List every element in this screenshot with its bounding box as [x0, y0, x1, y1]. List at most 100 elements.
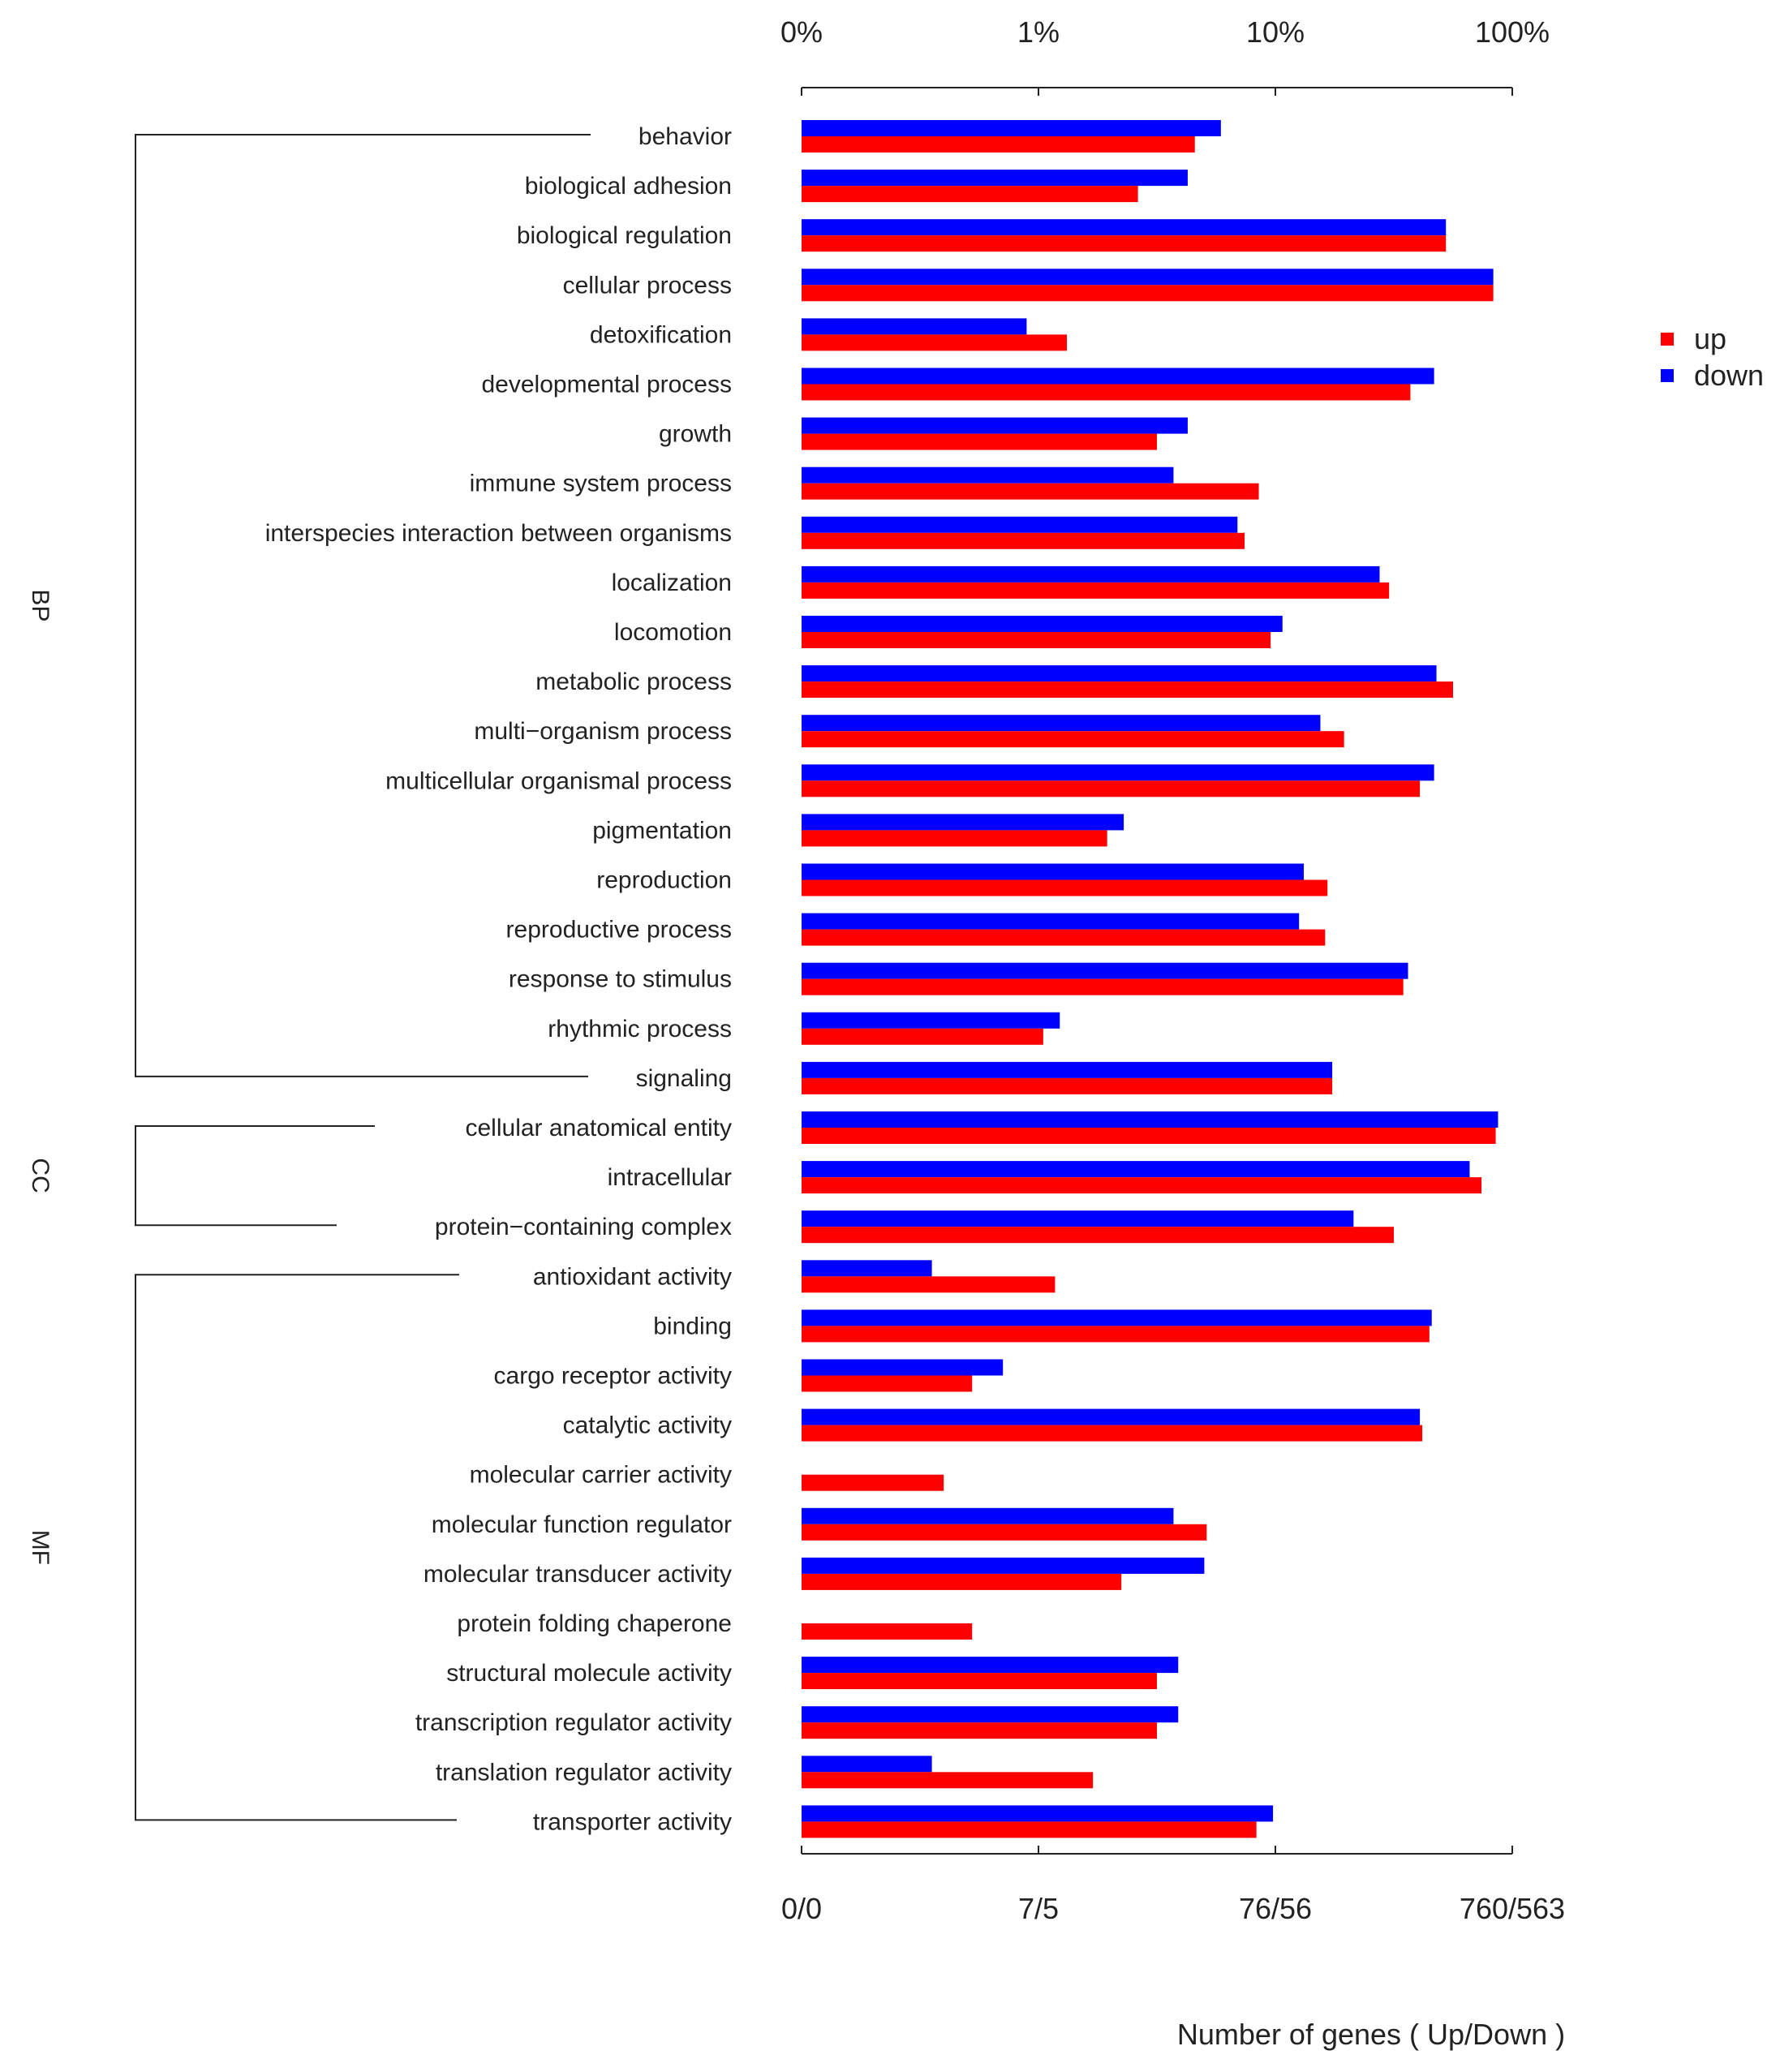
bar-up	[802, 334, 1068, 351]
bar-down	[802, 863, 1305, 880]
bar-down	[802, 1657, 1179, 1674]
bar-down	[802, 1706, 1179, 1723]
bars	[802, 120, 1498, 1838]
bar-up	[802, 186, 1138, 203]
bar-up	[802, 1524, 1207, 1541]
bar-down	[802, 715, 1321, 732]
category-label: multi−organism process	[474, 718, 732, 745]
legend-label-up: up	[1694, 322, 1726, 355]
category-label: intracellular	[608, 1164, 732, 1191]
bar-down	[802, 269, 1494, 286]
bar-up	[802, 1772, 1094, 1789]
category-label: translation regulator activity	[436, 1759, 732, 1786]
category-label: detoxification	[590, 321, 732, 348]
bar-down	[802, 616, 1283, 632]
category-label: reproduction	[596, 867, 732, 894]
bar-up	[802, 731, 1344, 748]
bar-down	[802, 1309, 1432, 1326]
bar-down	[802, 1408, 1421, 1425]
bar-up	[802, 830, 1107, 847]
category-label: growth	[659, 421, 732, 448]
category-label: molecular function regulator	[432, 1511, 732, 1538]
bar-down	[802, 466, 1174, 484]
bar-up	[802, 780, 1421, 797]
bar-down	[802, 516, 1238, 533]
bar-down	[802, 120, 1221, 136]
category-label: transporter activity	[533, 1808, 732, 1835]
category-label: localization	[612, 570, 732, 596]
bar-up	[802, 384, 1411, 401]
category-label: immune system process	[470, 471, 732, 497]
bar-up	[802, 1077, 1333, 1094]
bar-down	[802, 1061, 1333, 1078]
bar-down	[802, 665, 1437, 682]
top-tick-label: 0%	[780, 15, 823, 49]
bar-up	[802, 1425, 1423, 1442]
bar-up	[802, 632, 1271, 648]
bar-up	[802, 1573, 1122, 1590]
bar-up	[802, 1673, 1157, 1690]
group-bracket	[135, 1125, 375, 1227]
category-labels: behavior biological adhesion biological re…	[265, 123, 732, 1835]
bar-down	[802, 318, 1027, 335]
group-bracket	[135, 1274, 459, 1821]
bar-down	[802, 1260, 932, 1277]
bar-down	[802, 1161, 1470, 1178]
bar-down	[802, 417, 1188, 434]
bar-down	[802, 764, 1434, 781]
bar-down	[802, 219, 1447, 236]
bar-up	[802, 1375, 973, 1392]
bar-up	[802, 136, 1195, 153]
top-tick-label: 10%	[1246, 15, 1305, 49]
category-label: cellular process	[563, 272, 732, 299]
bar-up	[802, 929, 1326, 946]
bottom-tick-label: 7/5	[1018, 1892, 1059, 1925]
bar-down	[802, 1756, 932, 1773]
category-label: reproductive process	[506, 917, 732, 944]
bar-up	[802, 235, 1447, 252]
bar-down	[802, 1507, 1174, 1524]
category-label: transcription regulator activity	[415, 1709, 732, 1736]
bar-up	[802, 681, 1453, 699]
group-label: MF	[27, 1530, 54, 1565]
bottom-tick-label: 760/563	[1460, 1892, 1565, 1925]
category-label: biological adhesion	[525, 173, 732, 200]
legend-swatch-up	[1661, 333, 1674, 346]
bar-down	[802, 1012, 1060, 1029]
bottom-tick-label: 0/0	[781, 1892, 822, 1925]
bar-up	[802, 1623, 973, 1640]
bar-up	[802, 1474, 944, 1491]
category-label: metabolic process	[535, 668, 732, 695]
bar-up	[802, 1227, 1394, 1244]
category-label: cargo receptor activity	[494, 1363, 732, 1390]
top-tick-label: 1%	[1017, 15, 1060, 49]
category-label: signaling	[636, 1065, 732, 1092]
bar-up	[802, 1177, 1482, 1194]
category-label: developmental process	[481, 372, 732, 398]
bar-down	[802, 1359, 1004, 1376]
bottom-axis: 0/0 7/5 76/56 760/563	[781, 1846, 1565, 1925]
category-label: binding	[653, 1313, 732, 1339]
bar-down	[802, 170, 1188, 187]
category-label: interspecies interaction between organis…	[265, 520, 732, 547]
bar-down	[802, 1805, 1274, 1822]
category-label: antioxidant activity	[533, 1263, 732, 1290]
category-label: behavior	[638, 123, 732, 150]
group-bracket	[135, 134, 591, 1077]
top-axis: 0% 1% 10% 100%	[780, 15, 1550, 96]
bar-up	[802, 483, 1259, 500]
bar-up	[802, 1722, 1157, 1739]
bar-up	[802, 1028, 1043, 1045]
category-label: cellular anatomical entity	[466, 1115, 733, 1141]
bar-down	[802, 1557, 1205, 1574]
bar-down	[802, 565, 1380, 582]
category-label: protein folding chaperone	[457, 1610, 732, 1637]
group-label: BP	[27, 589, 54, 621]
bar-down	[802, 1111, 1498, 1128]
category-label: pigmentation	[592, 817, 732, 844]
top-tick-label: 100%	[1475, 15, 1550, 49]
bar-up	[802, 1276, 1056, 1293]
category-label: multicellular organismal process	[385, 767, 732, 794]
bottom-tick-label: 76/56	[1239, 1892, 1312, 1925]
legend: up down	[1661, 322, 1764, 392]
